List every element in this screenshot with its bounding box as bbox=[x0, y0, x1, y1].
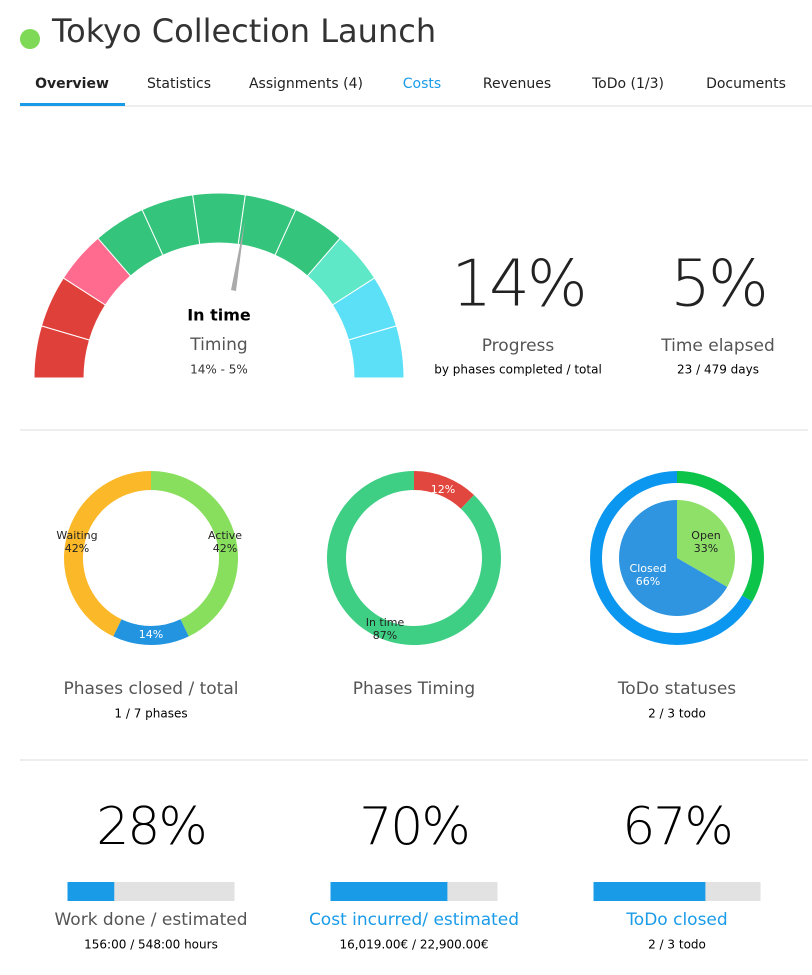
donut-title: Phases Timing bbox=[353, 679, 475, 699]
segment-name: Open bbox=[691, 529, 720, 542]
segment-label: 12% bbox=[431, 483, 455, 496]
segment-label: 66% bbox=[636, 575, 660, 588]
tab[interactable]: Statistics bbox=[147, 76, 211, 92]
pie-slice bbox=[619, 500, 728, 616]
segment-name: In time bbox=[366, 616, 405, 629]
bar-value: 70% bbox=[359, 797, 469, 857]
gauge-segment bbox=[347, 325, 405, 379]
segment-label: 42% bbox=[213, 542, 237, 555]
pie-slice bbox=[677, 500, 735, 587]
tab[interactable]: Revenues bbox=[483, 76, 551, 92]
gauge-segment bbox=[192, 192, 246, 245]
bar-fill bbox=[330, 882, 448, 901]
gauge-sub: 14% - 5% bbox=[190, 363, 248, 377]
bar-label: Work done / estimated bbox=[54, 910, 247, 930]
bar-sub: 2 / 3 todo bbox=[648, 938, 706, 952]
kpi-sub: by phases completed / total bbox=[434, 363, 602, 377]
donut-segment bbox=[327, 471, 502, 645]
kpi-value: 5% bbox=[670, 248, 766, 322]
bar-sub: 156:00 / 548:00 hours bbox=[84, 938, 218, 952]
donut-sub: 1 / 7 phases bbox=[114, 707, 187, 721]
segment-name: Active bbox=[208, 529, 242, 542]
bar-fill bbox=[67, 882, 115, 901]
tab[interactable]: Overview bbox=[35, 76, 109, 92]
tab[interactable]: ToDo (1/3) bbox=[591, 76, 664, 92]
tab[interactable]: Assignments (4) bbox=[249, 76, 363, 92]
status-dot bbox=[20, 29, 40, 49]
tab[interactable]: Documents bbox=[706, 76, 786, 92]
donut-segment bbox=[151, 471, 238, 637]
donut-sub: 2 / 3 todo bbox=[648, 707, 706, 721]
gauge-label: Timing bbox=[189, 335, 247, 355]
donut-segment bbox=[414, 471, 475, 509]
kpi-label: Time elapsed bbox=[660, 336, 775, 356]
donut-title: ToDo statuses bbox=[617, 679, 736, 699]
link-label[interactable]: ToDo closed bbox=[625, 910, 727, 930]
project-title: Tokyo Collection Launch bbox=[51, 12, 436, 50]
ring-segment bbox=[677, 471, 764, 602]
tab[interactable]: Costs bbox=[403, 76, 441, 92]
kpi-label: Progress bbox=[482, 336, 555, 356]
gauge-status: In time bbox=[187, 306, 251, 325]
donut-segment bbox=[113, 619, 189, 645]
active-tab-indicator bbox=[20, 103, 125, 106]
segment-name: Closed bbox=[630, 562, 667, 575]
donut-segment bbox=[64, 471, 151, 637]
segment-name: Waiting bbox=[56, 529, 97, 542]
link-label[interactable]: Cost incurred/ estimated bbox=[309, 910, 519, 930]
kpi-sub: 23 / 479 days bbox=[677, 363, 759, 377]
segment-label: 14% bbox=[139, 628, 163, 641]
bar-sub: 16,019.00€ / 22,900.00€ bbox=[339, 938, 488, 952]
timing-gauge bbox=[33, 192, 405, 379]
gauge-needle bbox=[231, 220, 245, 291]
kpi-value: 14% bbox=[451, 248, 584, 322]
segment-label: 33% bbox=[694, 542, 718, 555]
donut-title: Phases closed / total bbox=[63, 679, 238, 699]
segment-label: 87% bbox=[373, 629, 397, 642]
bar-fill bbox=[593, 882, 706, 901]
bar-value: 67% bbox=[622, 797, 732, 857]
bar-value: 28% bbox=[96, 797, 206, 857]
segment-label: 42% bbox=[65, 542, 89, 555]
